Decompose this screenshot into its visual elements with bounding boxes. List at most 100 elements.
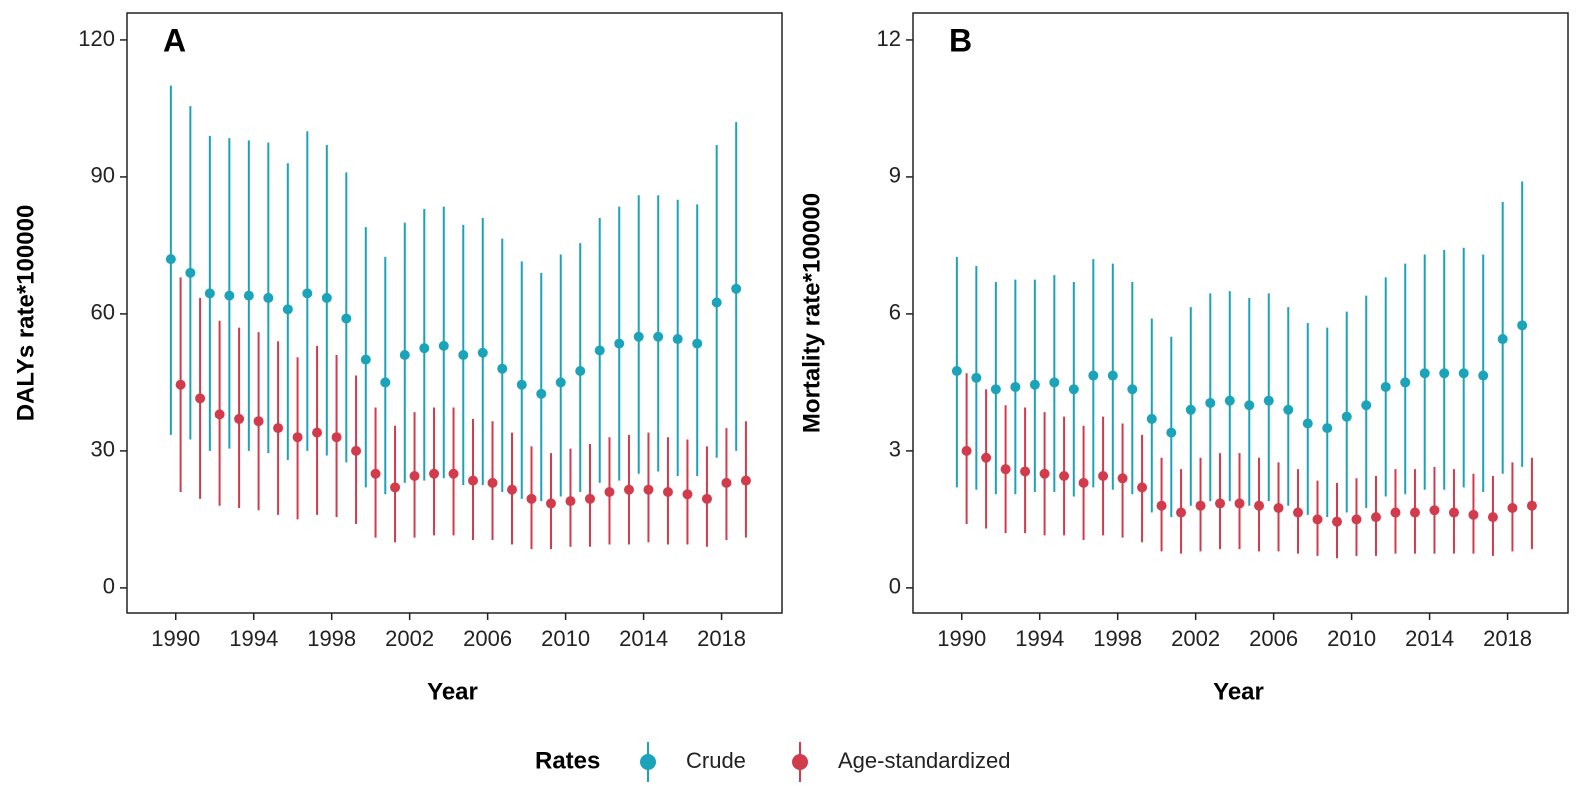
point <box>731 283 742 294</box>
point <box>1000 464 1011 475</box>
point <box>234 413 245 424</box>
point <box>1390 507 1401 518</box>
point <box>1478 370 1489 381</box>
point <box>351 445 362 456</box>
point <box>292 432 303 443</box>
point <box>204 288 215 299</box>
point <box>633 331 644 342</box>
point <box>1331 516 1342 527</box>
panel-label: B <box>949 22 972 58</box>
point <box>1293 507 1304 518</box>
point <box>165 254 176 265</box>
point <box>1049 377 1060 388</box>
point <box>253 416 264 427</box>
point <box>487 477 498 488</box>
point <box>263 292 274 303</box>
point <box>399 350 410 361</box>
x-tick-label: 1998 <box>307 626 356 651</box>
y-tick-label: 30 <box>91 437 115 462</box>
legend-key-point <box>792 754 808 770</box>
point <box>331 432 342 443</box>
legend-title: Rates <box>535 747 600 774</box>
plot-frame <box>126 12 783 614</box>
point <box>185 267 196 278</box>
point <box>448 468 459 479</box>
y-tick-label: 90 <box>91 163 115 188</box>
point <box>604 486 615 497</box>
panel-label: A <box>163 22 186 58</box>
point <box>623 484 634 495</box>
point <box>1429 505 1440 516</box>
point <box>1127 384 1138 395</box>
point <box>1302 418 1313 429</box>
point <box>565 496 576 507</box>
x-tick-label: 2002 <box>385 626 434 651</box>
point <box>981 452 992 463</box>
legend-label: Crude <box>686 748 746 773</box>
point <box>1166 427 1177 438</box>
point <box>1351 514 1362 525</box>
point <box>1254 500 1265 511</box>
point <box>1156 500 1167 511</box>
y-tick-label: 0 <box>103 574 115 599</box>
x-tick-label: 1994 <box>1015 626 1064 651</box>
point <box>390 482 401 493</box>
point <box>312 427 323 438</box>
point <box>1526 500 1537 511</box>
x-tick-label: 1998 <box>1093 626 1142 651</box>
point <box>1468 509 1479 520</box>
point <box>282 304 293 315</box>
point <box>1137 482 1148 493</box>
point <box>1458 368 1469 379</box>
point <box>614 338 625 349</box>
point <box>740 475 751 486</box>
point <box>672 334 683 345</box>
point <box>1078 477 1089 488</box>
point <box>1507 502 1518 513</box>
point <box>1273 502 1284 513</box>
point <box>341 313 352 324</box>
y-tick-label: 3 <box>889 437 901 462</box>
y-tick-label: 9 <box>889 163 901 188</box>
point <box>1039 468 1050 479</box>
point <box>1400 377 1411 388</box>
point <box>1263 395 1274 406</box>
y-axis-title: Mortality rate*100000 <box>798 193 825 433</box>
point <box>1322 423 1333 434</box>
point <box>701 493 712 504</box>
point <box>1448 507 1459 518</box>
x-tick-label: 2010 <box>1327 626 1376 651</box>
point <box>224 290 235 301</box>
point <box>971 372 982 383</box>
point <box>1088 370 1099 381</box>
point <box>370 468 381 479</box>
y-axis-title: DALYs rate*100000 <box>12 205 39 422</box>
point <box>214 409 225 420</box>
x-tick-label: 2006 <box>1249 626 1298 651</box>
point <box>468 475 479 486</box>
point <box>419 343 430 354</box>
y-tick-label: 6 <box>889 300 901 325</box>
point <box>1370 512 1381 523</box>
x-tick-label: 2014 <box>619 626 668 651</box>
point <box>951 365 962 376</box>
point <box>516 379 527 390</box>
x-tick-label: 1990 <box>151 626 200 651</box>
point <box>653 331 664 342</box>
point <box>1068 384 1079 395</box>
x-tick-label: 2002 <box>1171 626 1220 651</box>
point <box>175 379 186 390</box>
point <box>507 484 518 495</box>
point <box>1312 514 1323 525</box>
point <box>321 292 332 303</box>
point <box>1185 404 1196 415</box>
point <box>1010 381 1021 392</box>
point <box>1361 400 1372 411</box>
point <box>1195 500 1206 511</box>
point <box>1146 413 1157 424</box>
point <box>1215 498 1226 509</box>
point <box>1117 473 1128 484</box>
point <box>360 354 371 365</box>
point <box>990 384 1001 395</box>
